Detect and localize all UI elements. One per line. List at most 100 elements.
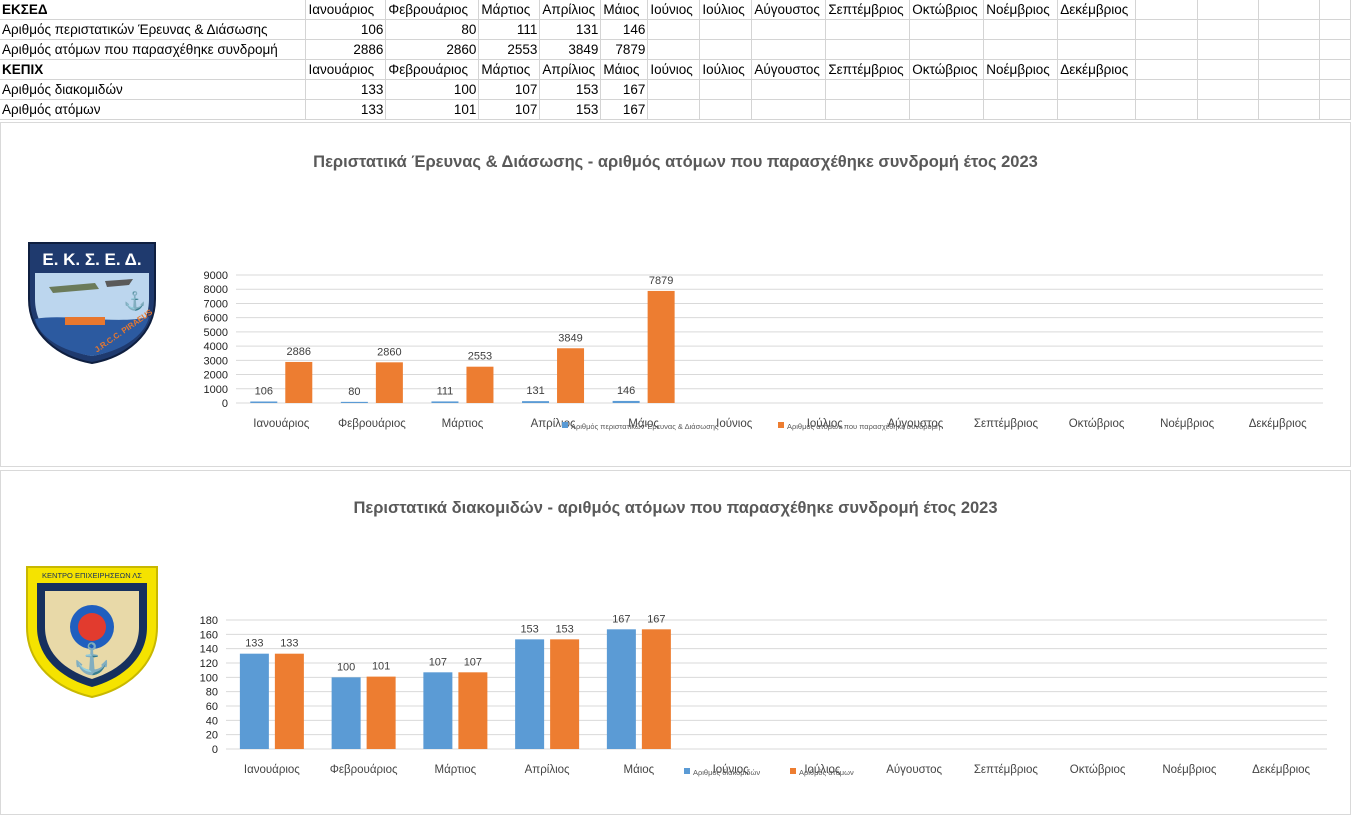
value-cell[interactable]: 2886 [305,39,387,60]
month-header[interactable]: Φεβρουάριος [385,59,480,80]
empty-cell[interactable] [1319,59,1351,80]
value-cell[interactable] [647,19,701,40]
empty-cell[interactable] [1258,79,1320,100]
value-cell[interactable] [983,39,1059,60]
bar-1[interactable] [606,629,636,749]
bar-2[interactable] [375,362,403,403]
empty-cell[interactable] [1197,79,1260,100]
value-cell[interactable] [1057,39,1137,60]
empty-cell[interactable] [1197,59,1260,80]
month-header[interactable]: Μάιος [600,59,649,80]
value-cell[interactable] [699,19,753,40]
value-cell[interactable] [751,19,827,40]
month-header[interactable]: Μάρτιος [478,0,541,20]
value-cell[interactable] [909,39,985,60]
month-header[interactable]: Ιούνιος [647,0,701,20]
value-cell[interactable] [1057,99,1137,120]
bar-2[interactable] [274,653,304,749]
empty-cell[interactable] [1258,59,1320,80]
bar-2[interactable] [285,361,313,403]
month-header[interactable]: Φεβρουάριος [385,0,480,20]
month-header[interactable]: Σεπτέμβριος [825,59,911,80]
value-cell[interactable]: 2860 [385,39,480,60]
value-cell[interactable] [909,99,985,120]
bar-1[interactable] [423,672,453,749]
bar-1[interactable] [239,653,269,749]
month-header[interactable]: Μάρτιος [478,59,541,80]
month-header[interactable]: Ιούλιος [699,59,753,80]
month-header[interactable]: Οκτώβριος [909,0,985,20]
value-cell[interactable]: 101 [385,99,480,120]
empty-cell[interactable] [1319,19,1351,40]
bar-2[interactable] [550,639,580,749]
empty-cell[interactable] [1135,39,1199,60]
month-header[interactable]: Αύγουστος [751,0,827,20]
value-cell[interactable]: 80 [385,19,480,40]
empty-cell[interactable] [1258,39,1320,60]
value-cell[interactable] [751,99,827,120]
month-header[interactable]: Δεκέμβριος [1057,59,1137,80]
value-cell[interactable] [699,79,753,100]
empty-cell[interactable] [1197,99,1260,120]
bar-1[interactable] [522,401,550,403]
value-cell[interactable] [825,39,911,60]
value-cell[interactable] [751,79,827,100]
value-cell[interactable] [1057,19,1137,40]
chart-search-rescue[interactable]: Περιστατικά Έρευνας & Διάσωσης - αριθμός… [0,122,1351,467]
value-cell[interactable] [699,39,753,60]
month-header[interactable]: Ιούλιος [699,0,753,20]
value-cell[interactable]: 7879 [600,39,649,60]
bar-1[interactable] [612,400,640,403]
bar-1[interactable] [250,401,278,403]
section-title[interactable]: ΚΕΠΙΧ [0,59,307,80]
value-cell[interactable] [909,79,985,100]
bar-1[interactable] [515,639,545,749]
empty-cell[interactable] [1258,0,1320,20]
value-cell[interactable]: 133 [305,99,387,120]
value-cell[interactable] [909,19,985,40]
month-header[interactable]: Αύγουστος [751,59,827,80]
row-label[interactable]: Αριθμός περιστατικών Έρευνας & Διάσωσης [0,19,307,40]
month-header[interactable]: Ιούνιος [647,59,701,80]
empty-cell[interactable] [1319,39,1351,60]
empty-cell[interactable] [1135,99,1199,120]
empty-cell[interactable] [1258,19,1320,40]
empty-cell[interactable] [1135,59,1199,80]
value-cell[interactable]: 133 [305,79,387,100]
empty-cell[interactable] [1319,99,1351,120]
empty-cell[interactable] [1197,0,1260,20]
month-header[interactable]: Ιανουάριος [305,59,387,80]
section-title[interactable]: ΕΚΣΕΔ [0,0,307,20]
row-label[interactable]: Αριθμός ατόμων που παρασχέθηκε συνδρομή [0,39,307,60]
month-header[interactable]: Νοέμβριος [983,0,1059,20]
empty-cell[interactable] [1319,79,1351,100]
value-cell[interactable]: 167 [600,99,649,120]
value-cell[interactable]: 107 [478,79,541,100]
bar-1[interactable] [331,677,361,749]
bar-2[interactable] [641,629,671,749]
month-header[interactable]: Σεπτέμβριος [825,0,911,20]
value-cell[interactable]: 153 [539,79,602,100]
value-cell[interactable] [825,99,911,120]
empty-cell[interactable] [1319,0,1351,20]
empty-cell[interactable] [1197,39,1260,60]
value-cell[interactable] [647,99,701,120]
empty-cell[interactable] [1135,0,1199,20]
value-cell[interactable]: 146 [600,19,649,40]
value-cell[interactable]: 2553 [478,39,541,60]
bar-1[interactable] [431,401,459,403]
value-cell[interactable] [1057,79,1137,100]
month-header[interactable]: Απρίλιος [539,59,602,80]
value-cell[interactable] [983,79,1059,100]
bar-1[interactable] [340,401,368,403]
month-header[interactable]: Μάιος [600,0,649,20]
value-cell[interactable]: 167 [600,79,649,100]
value-cell[interactable] [647,79,701,100]
empty-cell[interactable] [1135,19,1199,40]
bar-2[interactable] [366,676,396,749]
month-header[interactable]: Ιανουάριος [305,0,387,20]
month-header[interactable]: Δεκέμβριος [1057,0,1137,20]
value-cell[interactable] [983,99,1059,120]
value-cell[interactable] [699,99,753,120]
row-label[interactable]: Αριθμός διακομιδών [0,79,307,100]
